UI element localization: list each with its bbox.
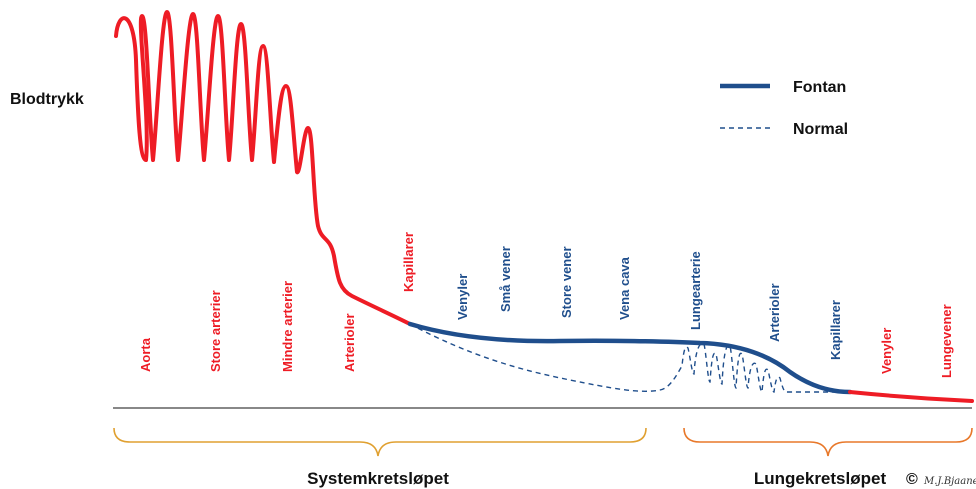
y-axis-title: Blodtrykk <box>10 91 84 108</box>
legend-fontan-label: Fontan <box>793 79 846 96</box>
vessel-label: Store vener <box>559 246 574 318</box>
vessel-label: Arterioler <box>342 313 357 372</box>
legend: Fontan Normal <box>720 79 848 138</box>
normal-pressure-curve <box>409 323 850 393</box>
systemic-arterial-pressure-wave <box>114 10 412 326</box>
copyright-symbol: © <box>906 471 918 488</box>
vessel-label: Små vener <box>498 246 513 312</box>
vessel-label: Store arterier <box>208 290 223 372</box>
vessel-label: Aorta <box>138 337 153 372</box>
vessel-label: Mindre arterier <box>280 281 295 372</box>
systemic-circuit-brace <box>113 427 647 457</box>
vessel-label: Vena cava <box>617 256 632 320</box>
pulmonary-venous-pressure-curve <box>848 390 974 403</box>
systemic-circuit-label: Systemkretsløpet <box>307 469 449 488</box>
vessel-label: Lungevener <box>939 304 954 378</box>
fontan-pressure-curve <box>407 321 853 395</box>
author-signature: M.J.Bjaanes <box>923 476 976 487</box>
vessel-labels: Aorta Store arterier Mindre arterier Arteri… <box>138 232 954 378</box>
pulmonary-circuit-brace <box>683 427 973 457</box>
legend-normal-label: Normal <box>793 121 848 138</box>
pulmonary-circuit-label: Lungekretsløpet <box>754 469 887 488</box>
vessel-label: Kapillarer <box>401 232 416 292</box>
vessel-label: Kapillarer <box>828 300 843 360</box>
vessel-label: Arterioler <box>767 283 782 342</box>
vessel-label: Venyler <box>879 328 894 374</box>
vessel-label: Lungearterie <box>688 251 703 330</box>
vessel-label: Venyler <box>455 274 470 320</box>
